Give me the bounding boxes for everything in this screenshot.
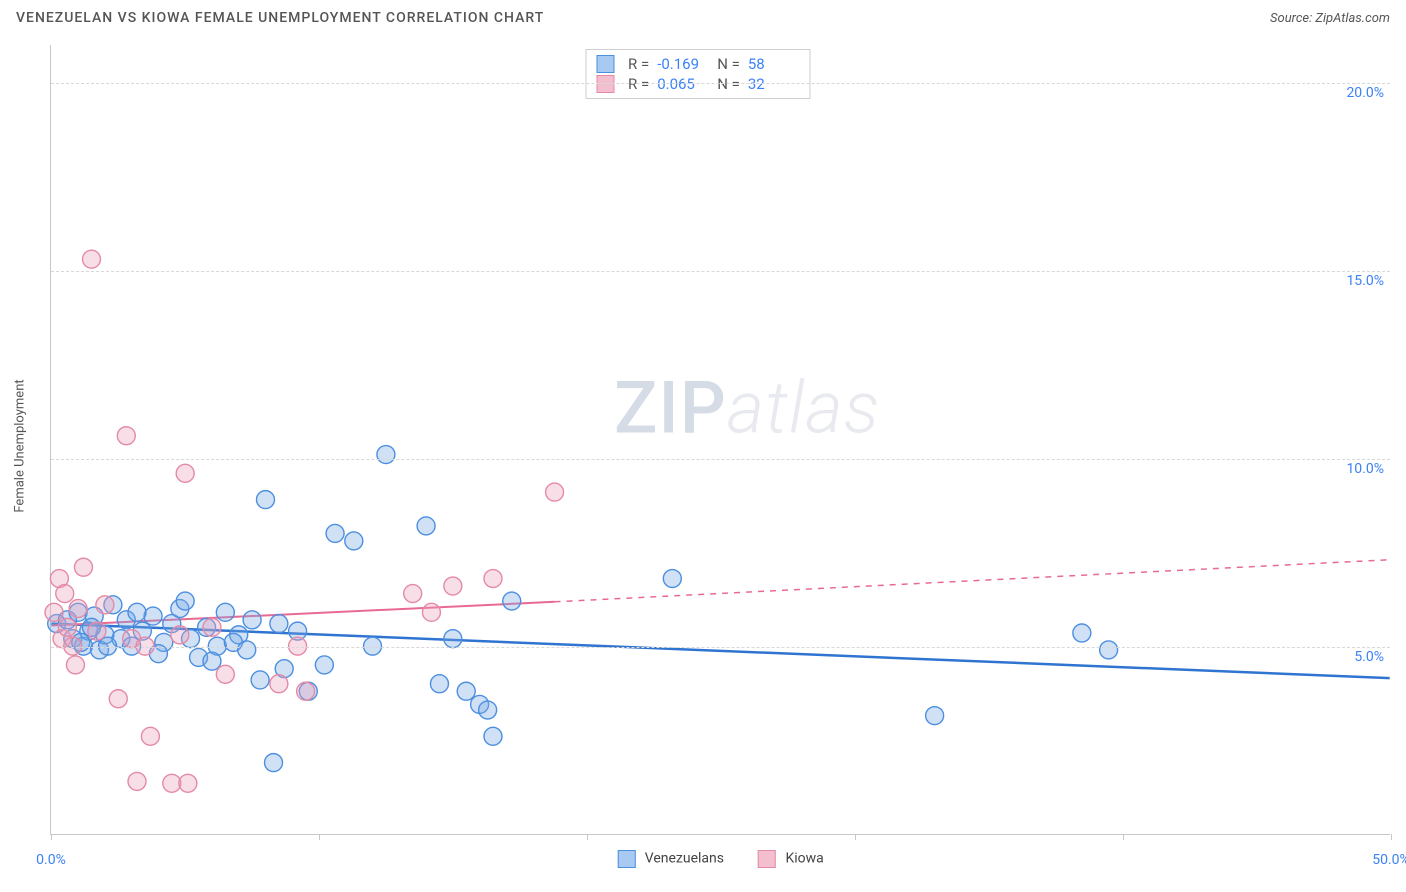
scatter-point-venezuelans <box>256 491 274 509</box>
scatter-point-venezuelans <box>503 592 521 610</box>
scatter-point-venezuelans <box>430 675 448 693</box>
scatter-point-kiowa <box>128 772 146 790</box>
scatter-point-kiowa <box>176 464 194 482</box>
gridline <box>51 271 1390 272</box>
r-value-venezuelans: -0.169 <box>657 55 709 73</box>
x-tick-mark <box>319 834 320 840</box>
scatter-point-kiowa <box>484 570 502 588</box>
scatter-point-venezuelans <box>243 611 261 629</box>
scatter-point-kiowa <box>88 622 106 640</box>
stats-legend-box: R = -0.169 N = 58 R = 0.065 N = 32 <box>585 49 811 99</box>
scatter-point-kiowa <box>546 483 564 501</box>
scatter-point-kiowa <box>109 690 127 708</box>
chart-plot-area: ZIPatlas R = -0.169 N = 58 R = 0.065 N =… <box>50 45 1390 835</box>
scatter-point-venezuelans <box>270 615 288 633</box>
scatter-point-venezuelans <box>663 570 681 588</box>
scatter-point-kiowa <box>270 675 288 693</box>
y-tick-label: 5.0% <box>1354 649 1384 665</box>
legend-label-venezuelans: Venezuelans <box>645 851 724 867</box>
scatter-point-venezuelans <box>176 592 194 610</box>
scatter-point-venezuelans <box>238 641 256 659</box>
swatch-kiowa-icon <box>758 850 776 868</box>
scatter-point-kiowa <box>117 427 135 445</box>
scatter-point-kiowa <box>422 603 440 621</box>
bottom-legend: Venezuelans Kiowa <box>617 850 824 868</box>
r-label: R = <box>628 55 649 73</box>
gridline <box>51 83 1390 84</box>
scatter-point-kiowa <box>66 656 84 674</box>
gridline <box>51 459 1390 460</box>
legend-item-kiowa: Kiowa <box>758 850 824 868</box>
scatter-point-venezuelans <box>216 603 234 621</box>
x-axis-min-label: 0.0% <box>36 852 66 868</box>
x-tick-mark <box>587 834 588 840</box>
scatter-point-venezuelans <box>444 630 462 648</box>
n-label: N = <box>717 55 740 73</box>
scatter-point-kiowa <box>203 618 221 636</box>
scatter-svg <box>51 45 1390 834</box>
x-tick-mark <box>51 834 52 840</box>
scatter-point-venezuelans <box>377 446 395 464</box>
x-tick-mark <box>1391 834 1392 840</box>
scatter-point-kiowa <box>83 250 101 268</box>
swatch-venezuelans-icon <box>596 55 614 73</box>
scatter-point-venezuelans <box>315 656 333 674</box>
scatter-point-venezuelans <box>1100 641 1118 659</box>
scatter-point-venezuelans <box>265 754 283 772</box>
scatter-point-venezuelans <box>345 532 363 550</box>
scatter-point-venezuelans <box>1073 624 1091 642</box>
scatter-point-venezuelans <box>203 652 221 670</box>
scatter-point-kiowa <box>45 603 63 621</box>
scatter-point-venezuelans <box>144 607 162 625</box>
scatter-point-kiowa <box>69 600 87 618</box>
y-tick-label: 20.0% <box>1346 85 1384 101</box>
scatter-point-kiowa <box>141 727 159 745</box>
x-tick-mark <box>1123 834 1124 840</box>
swatch-kiowa-icon <box>596 75 614 93</box>
n-label: N = <box>717 75 740 93</box>
r-value-kiowa: 0.065 <box>657 75 709 93</box>
gridline <box>51 647 1390 648</box>
scatter-point-kiowa <box>179 774 197 792</box>
scatter-point-venezuelans <box>479 701 497 719</box>
source-label: Source: ZipAtlas.com <box>1270 11 1390 26</box>
scatter-point-venezuelans <box>926 707 944 725</box>
n-value-venezuelans: 58 <box>748 55 800 73</box>
scatter-point-venezuelans <box>457 682 475 700</box>
scatter-point-kiowa <box>58 618 76 636</box>
legend-item-venezuelans: Venezuelans <box>617 850 724 868</box>
scatter-point-venezuelans <box>251 671 269 689</box>
legend-label-kiowa: Kiowa <box>785 851 823 867</box>
scatter-point-kiowa <box>163 774 181 792</box>
chart-title: VENEZUELAN VS KIOWA FEMALE UNEMPLOYMENT … <box>16 10 544 26</box>
swatch-venezuelans-icon <box>617 850 635 868</box>
scatter-point-kiowa <box>404 585 422 603</box>
scatter-point-venezuelans <box>326 524 344 542</box>
x-tick-mark <box>855 834 856 840</box>
stats-row-kiowa: R = 0.065 N = 32 <box>596 74 800 94</box>
x-axis-max-label: 50.0% <box>1372 852 1406 868</box>
scatter-point-venezuelans <box>484 727 502 745</box>
scatter-point-kiowa <box>56 585 74 603</box>
scatter-point-venezuelans <box>417 517 435 535</box>
y-tick-label: 10.0% <box>1346 461 1384 477</box>
scatter-point-kiowa <box>444 577 462 595</box>
scatter-point-kiowa <box>216 665 234 683</box>
scatter-point-kiowa <box>297 682 315 700</box>
scatter-point-kiowa <box>96 596 114 614</box>
y-axis-label: Female Unemployment <box>13 379 28 512</box>
r-label: R = <box>628 75 649 93</box>
scatter-point-venezuelans <box>128 603 146 621</box>
y-tick-label: 15.0% <box>1346 273 1384 289</box>
scatter-point-kiowa <box>74 558 92 576</box>
stats-row-venezuelans: R = -0.169 N = 58 <box>596 54 800 74</box>
scatter-point-kiowa <box>171 626 189 644</box>
n-value-kiowa: 32 <box>748 75 800 93</box>
